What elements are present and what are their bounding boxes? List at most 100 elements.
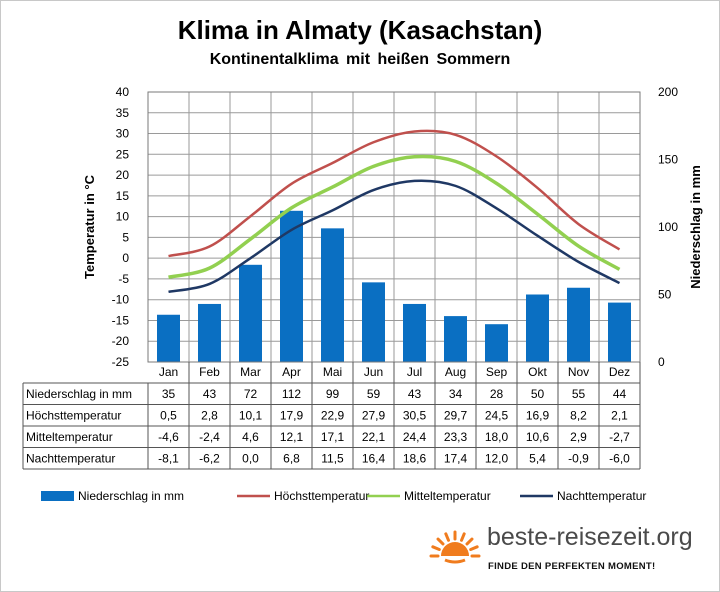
- precipitation-bar: [608, 302, 631, 362]
- precipitation-bar: [567, 287, 590, 362]
- table-cell: 30,5: [403, 409, 427, 423]
- legend-label: Nachttemperatur: [557, 489, 646, 503]
- table-cell: 35: [162, 387, 176, 401]
- table-cell: 0,5: [160, 409, 177, 423]
- y-tick-left: -20: [112, 334, 130, 348]
- table-cell: 17,4: [444, 452, 468, 466]
- table-cell: 24,4: [403, 430, 427, 444]
- precipitation-bar: [239, 264, 262, 362]
- table-cell: 28: [490, 387, 504, 401]
- table-cell: 72: [244, 387, 258, 401]
- table-row-label: Nachttemperatur: [26, 452, 115, 466]
- mean-temp-line: [168, 154, 621, 279]
- sun-half-disc: [441, 542, 469, 556]
- table-cell: 17,1: [321, 430, 345, 444]
- y-tick-left: 15: [116, 189, 130, 203]
- table-cell: 43: [408, 387, 422, 401]
- y-tick-right: 150: [658, 153, 678, 167]
- y-tick-left: 30: [116, 127, 130, 141]
- table-cell: 5,4: [529, 452, 546, 466]
- precipitation-bar: [444, 316, 467, 362]
- brand-slogan: FINDE DEN PERFEKTEN MOMENT!: [488, 561, 656, 572]
- table-row-label: Niederschlag in mm: [26, 387, 132, 401]
- table-cell: -2,4: [199, 430, 220, 444]
- sun-wave: [444, 558, 466, 564]
- y-axis-label-left: Temperatur in °C: [82, 174, 97, 279]
- y-tick-right: 50: [658, 288, 672, 302]
- y-axis-label-right: Niederschlag in mm: [688, 165, 703, 289]
- month-label: Nov: [568, 365, 589, 379]
- y-tick-right: 200: [658, 85, 678, 99]
- precipitation-bar: [526, 294, 549, 362]
- month-label: Mai: [323, 365, 342, 379]
- table-cell: 16,9: [526, 409, 550, 423]
- high-temp-line: [168, 129, 621, 258]
- month-label: Jul: [407, 365, 422, 379]
- y-tick-left: -5: [118, 272, 129, 286]
- table-cell: 10,6: [526, 430, 550, 444]
- sun-icon: [429, 530, 481, 564]
- table-cell: 29,7: [444, 409, 468, 423]
- table-cell: -8,1: [158, 452, 179, 466]
- table-cell: 43: [203, 387, 217, 401]
- chart-title: Klima in Almaty (Kasachstan): [177, 15, 543, 45]
- y-tick-left: 20: [116, 168, 130, 182]
- table-cell: 17,9: [280, 409, 304, 423]
- month-label: Dez: [609, 365, 630, 379]
- y-tick-left: -10: [112, 293, 130, 307]
- month-label: Mar: [240, 365, 261, 379]
- legend-label: Niederschlag in mm: [78, 489, 184, 503]
- table-cell: 0,0: [242, 452, 259, 466]
- chart-subtitle: Kontinentalklima mit heißen Sommern: [209, 51, 511, 68]
- month-label: Jan: [159, 365, 178, 379]
- table-cell: -2,7: [609, 430, 630, 444]
- sun-ray: [465, 537, 474, 546]
- sun-ray: [436, 537, 445, 546]
- table-cell: -0,9: [568, 452, 589, 466]
- table-cell: 2,1: [611, 409, 628, 423]
- precipitation-bar: [403, 303, 426, 362]
- table-cell: 16,4: [362, 452, 386, 466]
- table-cell: 55: [572, 387, 586, 401]
- y-tick-left: 40: [116, 85, 130, 99]
- y-tick-left: -15: [112, 313, 130, 327]
- month-label: Feb: [199, 365, 220, 379]
- legend-swatch-bar: [41, 491, 74, 501]
- brand-name[interactable]: beste-reisezeit.org: [487, 523, 693, 551]
- precipitation-bar: [485, 324, 508, 362]
- table-cell: 22,1: [362, 430, 386, 444]
- table-cell: 10,1: [239, 409, 263, 423]
- y-tick-left: 25: [116, 147, 130, 161]
- table-cell: 44: [613, 387, 627, 401]
- sun-ray: [444, 532, 450, 542]
- legend-label: Mitteltemperatur: [404, 489, 491, 503]
- precipitation-bar: [280, 210, 303, 362]
- table-cell: -6,2: [199, 452, 220, 466]
- table-cell: 18,0: [485, 430, 509, 444]
- table-cell: -4,6: [158, 430, 179, 444]
- y-tick-left: 35: [116, 106, 130, 120]
- sun-ray: [469, 545, 479, 551]
- month-label: Apr: [282, 365, 301, 379]
- table-cell: 11,5: [321, 452, 344, 466]
- table-cell: 4,6: [242, 430, 259, 444]
- sun-ray: [460, 532, 466, 542]
- table-cell: 12,0: [485, 452, 509, 466]
- table-cell: -6,0: [609, 452, 630, 466]
- y-tick-left: 0: [122, 251, 129, 265]
- y-tick-left: -25: [112, 355, 130, 369]
- y-tick-right: 0: [658, 355, 665, 369]
- month-label: Jun: [364, 365, 383, 379]
- table-cell: 50: [531, 387, 545, 401]
- table-cell: 24,5: [485, 409, 509, 423]
- table-cell: 2,9: [570, 430, 587, 444]
- table-cell: 27,9: [362, 409, 386, 423]
- sun-ray: [431, 545, 441, 551]
- y-tick-left: 5: [122, 230, 129, 244]
- table-cell: 23,3: [444, 430, 468, 444]
- table-cell: 2,8: [201, 409, 218, 423]
- precipitation-bar: [362, 282, 385, 362]
- precipitation-bar: [157, 314, 180, 362]
